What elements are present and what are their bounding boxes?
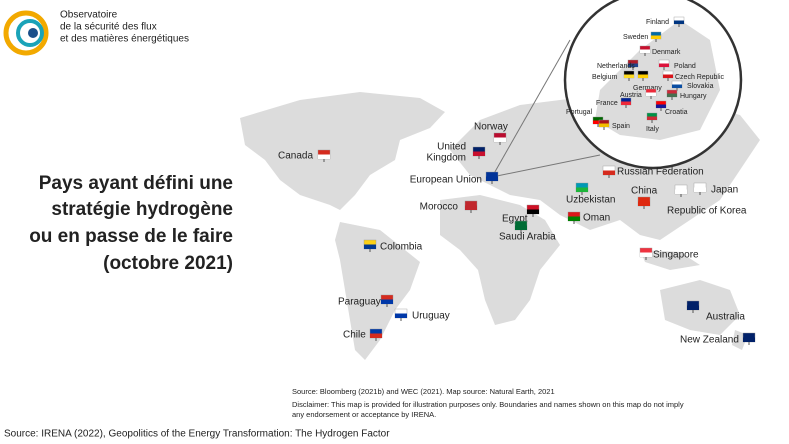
inset-connector [491,154,601,178]
inset-country-label: Denmark [652,49,681,56]
logo-text: Observatoire [60,10,118,21]
inset-country-label: Austria [620,92,642,99]
country-label: Uruguay [412,311,450,322]
country-label: Australia [706,312,745,323]
flag-stripe [494,137,506,142]
inset-country-label: Poland [674,63,696,70]
flag-stripe [515,225,527,230]
country-label: Paraguay [338,297,381,308]
flag-stripe [486,176,498,181]
inset-country-label: Germany [633,85,662,92]
country-label: Canada [278,151,313,162]
flag-stripe [663,74,673,78]
flag-stripe [659,63,669,67]
flag-stripe [465,205,477,210]
country-label: Egypt [502,214,528,225]
country-label: Russian Federation [617,167,704,178]
map-note: Disclaimer: This map is provided for ill… [292,400,684,409]
inset-country-label: Portugal [566,109,593,116]
map-note: Source: Bloomberg (2021b) and WEC (2021)… [292,387,555,396]
inset-country-label: France [596,100,618,107]
flag-stripe [621,101,631,105]
map-note: any endorsement or acceptance by IRENA. [292,410,436,419]
country-label: Saudi Arabia [499,232,556,243]
country-label: Norway [474,122,508,133]
flag-stripe [628,63,638,67]
flag-stripe [370,333,382,338]
flag-stripe [568,216,580,221]
inset-country-label: Hungary [680,93,707,100]
flag-stripe [593,120,603,124]
country-label: United [437,142,466,153]
flag-stripe [656,104,666,108]
country-label: European Union [410,175,482,186]
flag-stripe [674,20,684,24]
flag-stripe [364,244,376,249]
flag-stripe [640,49,650,53]
country-label: Kingdom [427,153,466,164]
country-label: Republic of Korea [667,206,747,217]
title-line: stratégie hydrogène [51,199,233,220]
inset-country-label: Slovakia [687,83,714,90]
footer-source: Source: IRENA (2022), Geopolitics of the… [4,429,390,440]
title: Pays ayant défini une stratégie hydrogèn… [29,173,233,274]
flag-stripe [638,201,650,206]
flag-stripe [318,154,330,159]
inset-country-label: Netherlands [597,63,635,70]
inset-country-label: Spain [612,123,630,130]
flag-stripe [576,187,588,192]
country-label: China [631,186,658,197]
inset-country-label: Italy [646,126,659,133]
flag-stripe [672,84,682,88]
flag-stripe [743,337,755,342]
flag-stripe [624,74,634,78]
country-label: Oman [583,213,610,224]
flag-stripe [651,35,661,39]
title-line: ou en passe de le faire [29,226,233,247]
inset-country-label: Sweden [623,34,648,41]
flag-stripe [599,123,609,127]
title-line: Pays ayant défini une [39,173,233,194]
flag-stripe [395,313,407,318]
country-label: Morocco [420,202,459,213]
flag-stripe [694,187,706,192]
flag-stripe [527,209,539,214]
country-label: Singapore [653,250,699,261]
flag-stripe [473,151,485,156]
flag-stripe [638,74,648,78]
flag-stripe [687,305,699,310]
title-line: (octobre 2021) [103,253,233,274]
flag-stripe [603,170,615,175]
inset-country-label: Croatia [665,109,688,116]
flag-stripe [640,252,652,257]
logo-text: et des matières énergétiques [60,34,189,45]
flag-stripe [667,93,677,97]
flag-stripe [647,116,657,120]
europe-map [595,20,720,140]
flag-stripe [381,299,393,304]
inset-connector [491,39,571,178]
inset-country-label: Belgium [592,74,617,81]
inset-country-label: Finland [646,19,669,26]
flag-stripe [646,92,656,96]
country-label: Japan [711,185,738,196]
flag-stripe [675,189,687,194]
inset-country-label: Czech Republic [675,74,725,81]
country-label: Uzbekistan [566,195,615,206]
country-label: Chile [343,330,366,341]
logo [3,10,49,56]
country-label: Colombia [380,242,423,253]
country-label: New Zealand [680,335,739,346]
logo-text: de la sécurité des flux [60,22,157,33]
